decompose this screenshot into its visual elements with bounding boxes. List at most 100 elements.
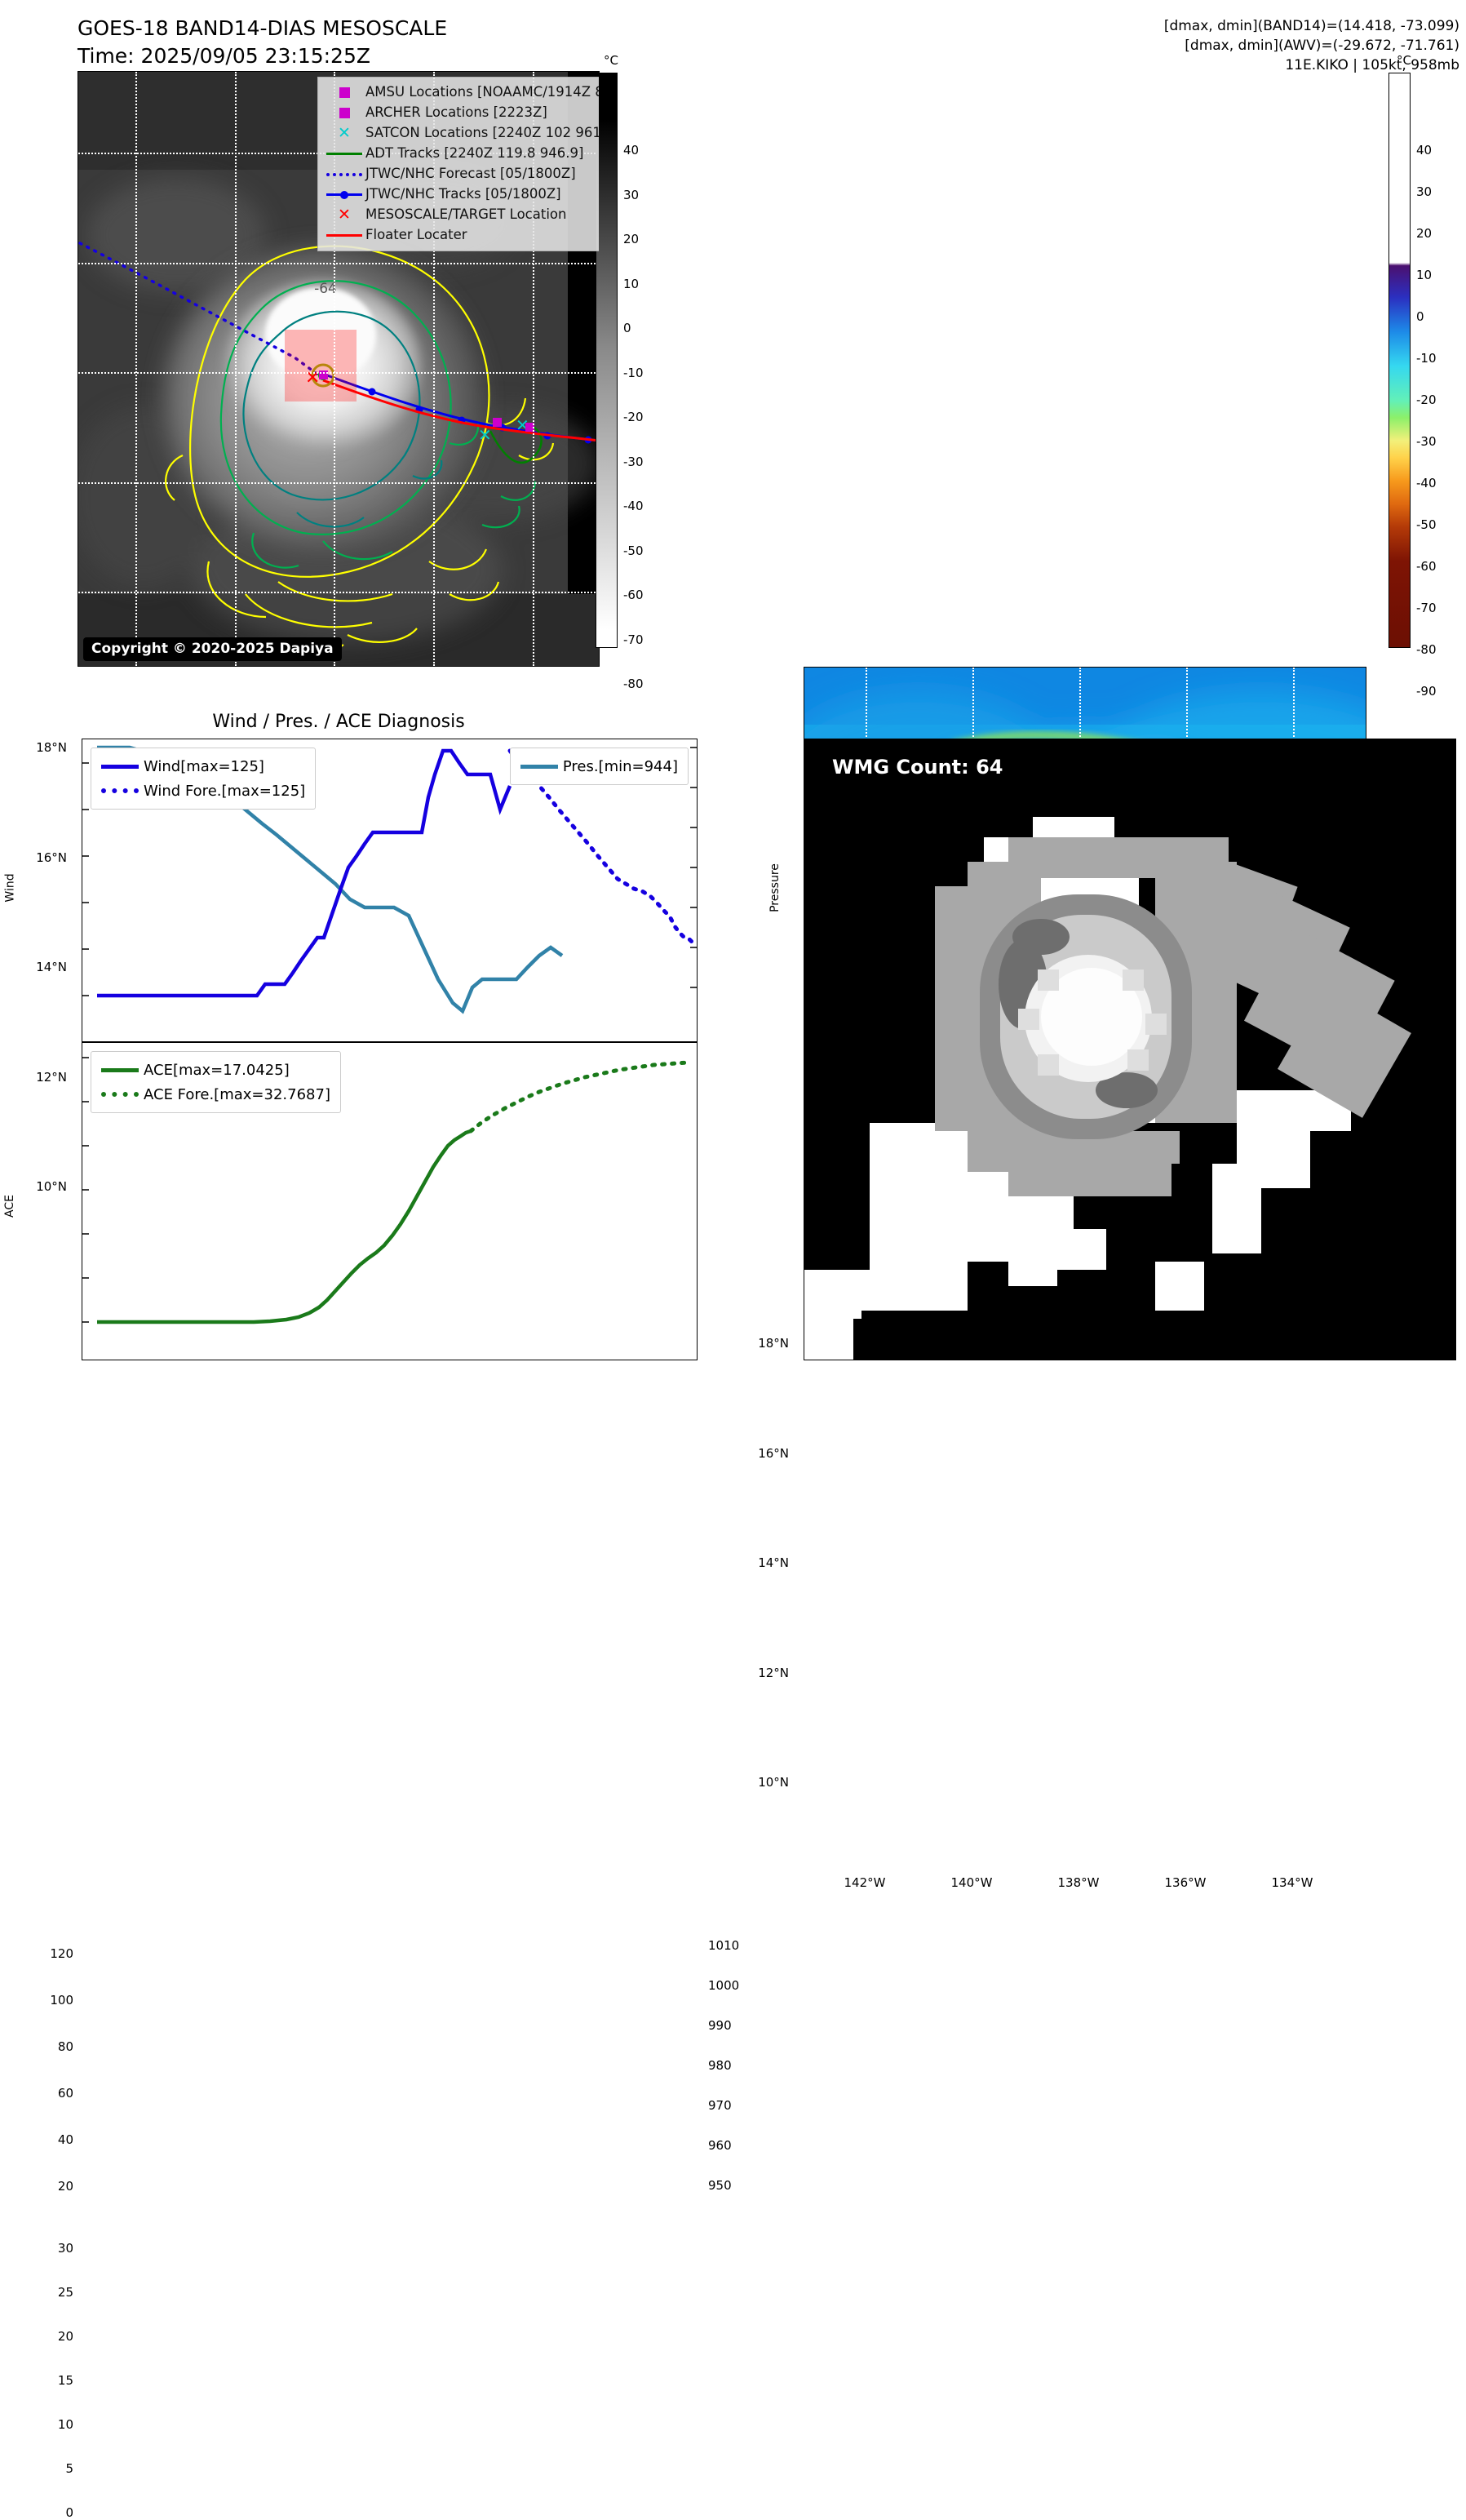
colorbar-tick: -90 <box>1416 684 1437 699</box>
lat-tick: 18°N <box>36 740 67 755</box>
colorbar-unit-label: °C <box>1397 53 1411 68</box>
lat-tick: 14°N <box>758 1555 789 1570</box>
colorbar-tick: 30 <box>623 188 640 202</box>
legend-label: SATCON Locations [2240Z 102 961] <box>365 125 600 141</box>
legend-label: Pres.[min=944] <box>562 757 678 775</box>
legend-label: Wind[max=125] <box>144 757 264 775</box>
green-line-icon <box>323 153 365 155</box>
pressure-tick: 1000 <box>708 1978 740 1993</box>
legend-item-archer[interactable]: ARCHER Locations [2223Z] <box>323 103 599 123</box>
wind-tick: 120 <box>50 1946 73 1961</box>
legend-item-forecast[interactable]: JTWC/NHC Forecast [05/1800Z] <box>323 164 599 184</box>
colorbar-tick: -30 <box>623 455 644 469</box>
colorbar-gradient <box>1388 73 1411 648</box>
pressure-tick: 950 <box>708 2178 732 2193</box>
ace-tick: 5 <box>65 2461 73 2476</box>
ace-chart[interactable]: ACE[max=17.0425] ACE Fore.[max=32.7687] <box>82 1042 698 1360</box>
legend-item-adt[interactable]: ADT Tracks [2240Z 119.8 946.9] <box>323 144 599 164</box>
colorbar-tick: -40 <box>623 499 644 513</box>
ace-tick: 25 <box>57 2285 73 2300</box>
grayscale-colorbar: °C 40 30 20 10 0 -10 -20 -30 -40 -50 -60… <box>592 49 682 726</box>
colorbar-tick: 20 <box>1416 226 1433 241</box>
wind-tick: 40 <box>57 2132 73 2147</box>
red-line-icon <box>323 234 365 237</box>
diagnosis-panel-title: Wind / Pres. / ACE Diagnosis <box>212 712 465 732</box>
ir-grayscale-map[interactable]: -64 ✕ ✕ ✕ <box>78 71 600 667</box>
ace-tick: 15 <box>57 2373 73 2388</box>
svg-text:✕: ✕ <box>478 425 492 445</box>
legend-label: Wind Fore.[max=125] <box>144 782 306 800</box>
lon-tick: 134°W <box>1271 1875 1313 1890</box>
lon-tick: 140°W <box>950 1875 993 1890</box>
colorbar-tick: -10 <box>1416 351 1437 366</box>
wind-chart-legend[interactable]: Wind[max=125] Wind Fore.[max=125] <box>91 748 317 810</box>
legend-label: ADT Tracks [2240Z 119.8 946.9] <box>365 145 584 162</box>
colorbar-tick: -20 <box>623 410 644 424</box>
colorbar-tick: -30 <box>1416 434 1437 449</box>
legend-item-wind[interactable]: Wind[max=125] <box>101 754 305 779</box>
lat-tick: 14°N <box>36 960 67 974</box>
ace-tick: 10 <box>57 2417 73 2432</box>
colorbar-tick: -50 <box>623 543 644 558</box>
lon-tick: 136°W <box>1164 1875 1207 1890</box>
enhanced-colorbar: °C 40 30 20 10 0 -10 -20 -30 -40 -50 -60… <box>1387 49 1466 734</box>
wind-tick: 20 <box>57 2179 73 2194</box>
wmg-count-panel[interactable]: WMG Count: 64 <box>804 739 1456 1360</box>
colorbar-tick: 0 <box>623 321 631 335</box>
lat-tick: 18°N <box>758 1336 789 1351</box>
dmax-dmin-awv: [dmax, dmin](AWV)=(-29.672, -71.761) <box>1185 38 1459 55</box>
contour-label-64: -64 <box>314 281 337 297</box>
observation-time: Time: 2025/09/05 23:15:25Z <box>78 43 370 68</box>
colorbar-tick: -80 <box>1416 642 1437 657</box>
red-x-icon: ✕ <box>338 206 351 224</box>
legend-label: ACE Fore.[max=32.7687] <box>144 1085 330 1103</box>
wind-tick: 60 <box>57 2086 73 2101</box>
colorbar-tick: -70 <box>1416 601 1437 615</box>
map-legend[interactable]: AMSU Locations [NOAAMC/1914Z 85 972] ARC… <box>317 77 600 251</box>
colorbar-tick: -70 <box>623 632 644 647</box>
lat-tick: 10°N <box>36 1179 67 1194</box>
blue-line-dot-icon <box>323 190 365 199</box>
legend-label: ARCHER Locations [2223Z] <box>365 104 547 121</box>
pressure-tick: 970 <box>708 2098 732 2113</box>
magenta-square-icon <box>323 87 365 98</box>
blue-dotted-line-icon <box>101 788 144 793</box>
wmg-cloud-cluster-image <box>804 739 1455 1360</box>
wind-pressure-chart[interactable]: Wind[max=125] Wind Fore.[max=125] Pres.[… <box>82 739 698 1042</box>
pressure-chart-legend[interactable]: Pres.[min=944] <box>509 748 689 785</box>
ace-tick: 0 <box>65 2505 73 2520</box>
pressure-axis-title: Pressure <box>768 863 782 912</box>
green-dotted-line-icon <box>101 1092 144 1097</box>
legend-item-pressure[interactable]: Pres.[min=944] <box>520 754 678 779</box>
svg-text:-64: -64 <box>314 281 337 297</box>
legend-item-mesoscale[interactable]: ✕ MESOSCALE/TARGET Location <box>323 205 599 225</box>
legend-item-satcon[interactable]: ✕ SATCON Locations [2240Z 102 961] <box>323 123 600 144</box>
colorbar-tick: -10 <box>623 366 644 380</box>
lon-tick: 142°W <box>844 1875 886 1890</box>
colorbar-tick: -50 <box>1416 517 1437 532</box>
colorbar-tick: -40 <box>1416 476 1437 490</box>
green-solid-line-icon <box>101 1067 144 1072</box>
lat-tick: 16°N <box>36 850 67 865</box>
legend-item-amsu[interactable]: AMSU Locations [NOAAMC/1914Z 85 972] <box>323 82 599 103</box>
colorbar-tick: -60 <box>623 588 644 602</box>
legend-item-ace[interactable]: ACE[max=17.0425] <box>101 1058 330 1082</box>
satellite-band-title: GOES-18 BAND14-DIAS MESOSCALE <box>78 16 448 40</box>
wmg-count-badge: WMG Count: 64 <box>821 751 1015 785</box>
legend-label: Floater Locater <box>365 227 467 243</box>
legend-item-floater[interactable]: Floater Locater <box>323 225 599 246</box>
lat-tick: 12°N <box>36 1070 67 1085</box>
colorbar-tick: 10 <box>1416 268 1433 282</box>
blue-solid-line-icon <box>101 764 144 769</box>
legend-item-tracks[interactable]: JTWC/NHC Tracks [05/1800Z] <box>323 184 599 205</box>
ace-chart-legend[interactable]: ACE[max=17.0425] ACE Fore.[max=32.7687] <box>91 1051 341 1113</box>
pressure-tick: 980 <box>708 2058 732 2073</box>
legend-item-ace-forecast[interactable]: ACE Fore.[max=32.7687] <box>101 1082 330 1107</box>
legend-label: JTWC/NHC Tracks [05/1800Z] <box>365 186 561 202</box>
ace-tick: 20 <box>57 2329 73 2344</box>
storm-identifier: 11E.KIKO | 105kt, 958mb <box>1285 57 1459 74</box>
legend-item-wind-forecast[interactable]: Wind Fore.[max=125] <box>101 779 305 803</box>
ace-axis-title: ACE <box>2 1195 16 1218</box>
colorbar-tick: 20 <box>623 232 640 246</box>
colorbar-unit-label: °C <box>604 53 618 68</box>
